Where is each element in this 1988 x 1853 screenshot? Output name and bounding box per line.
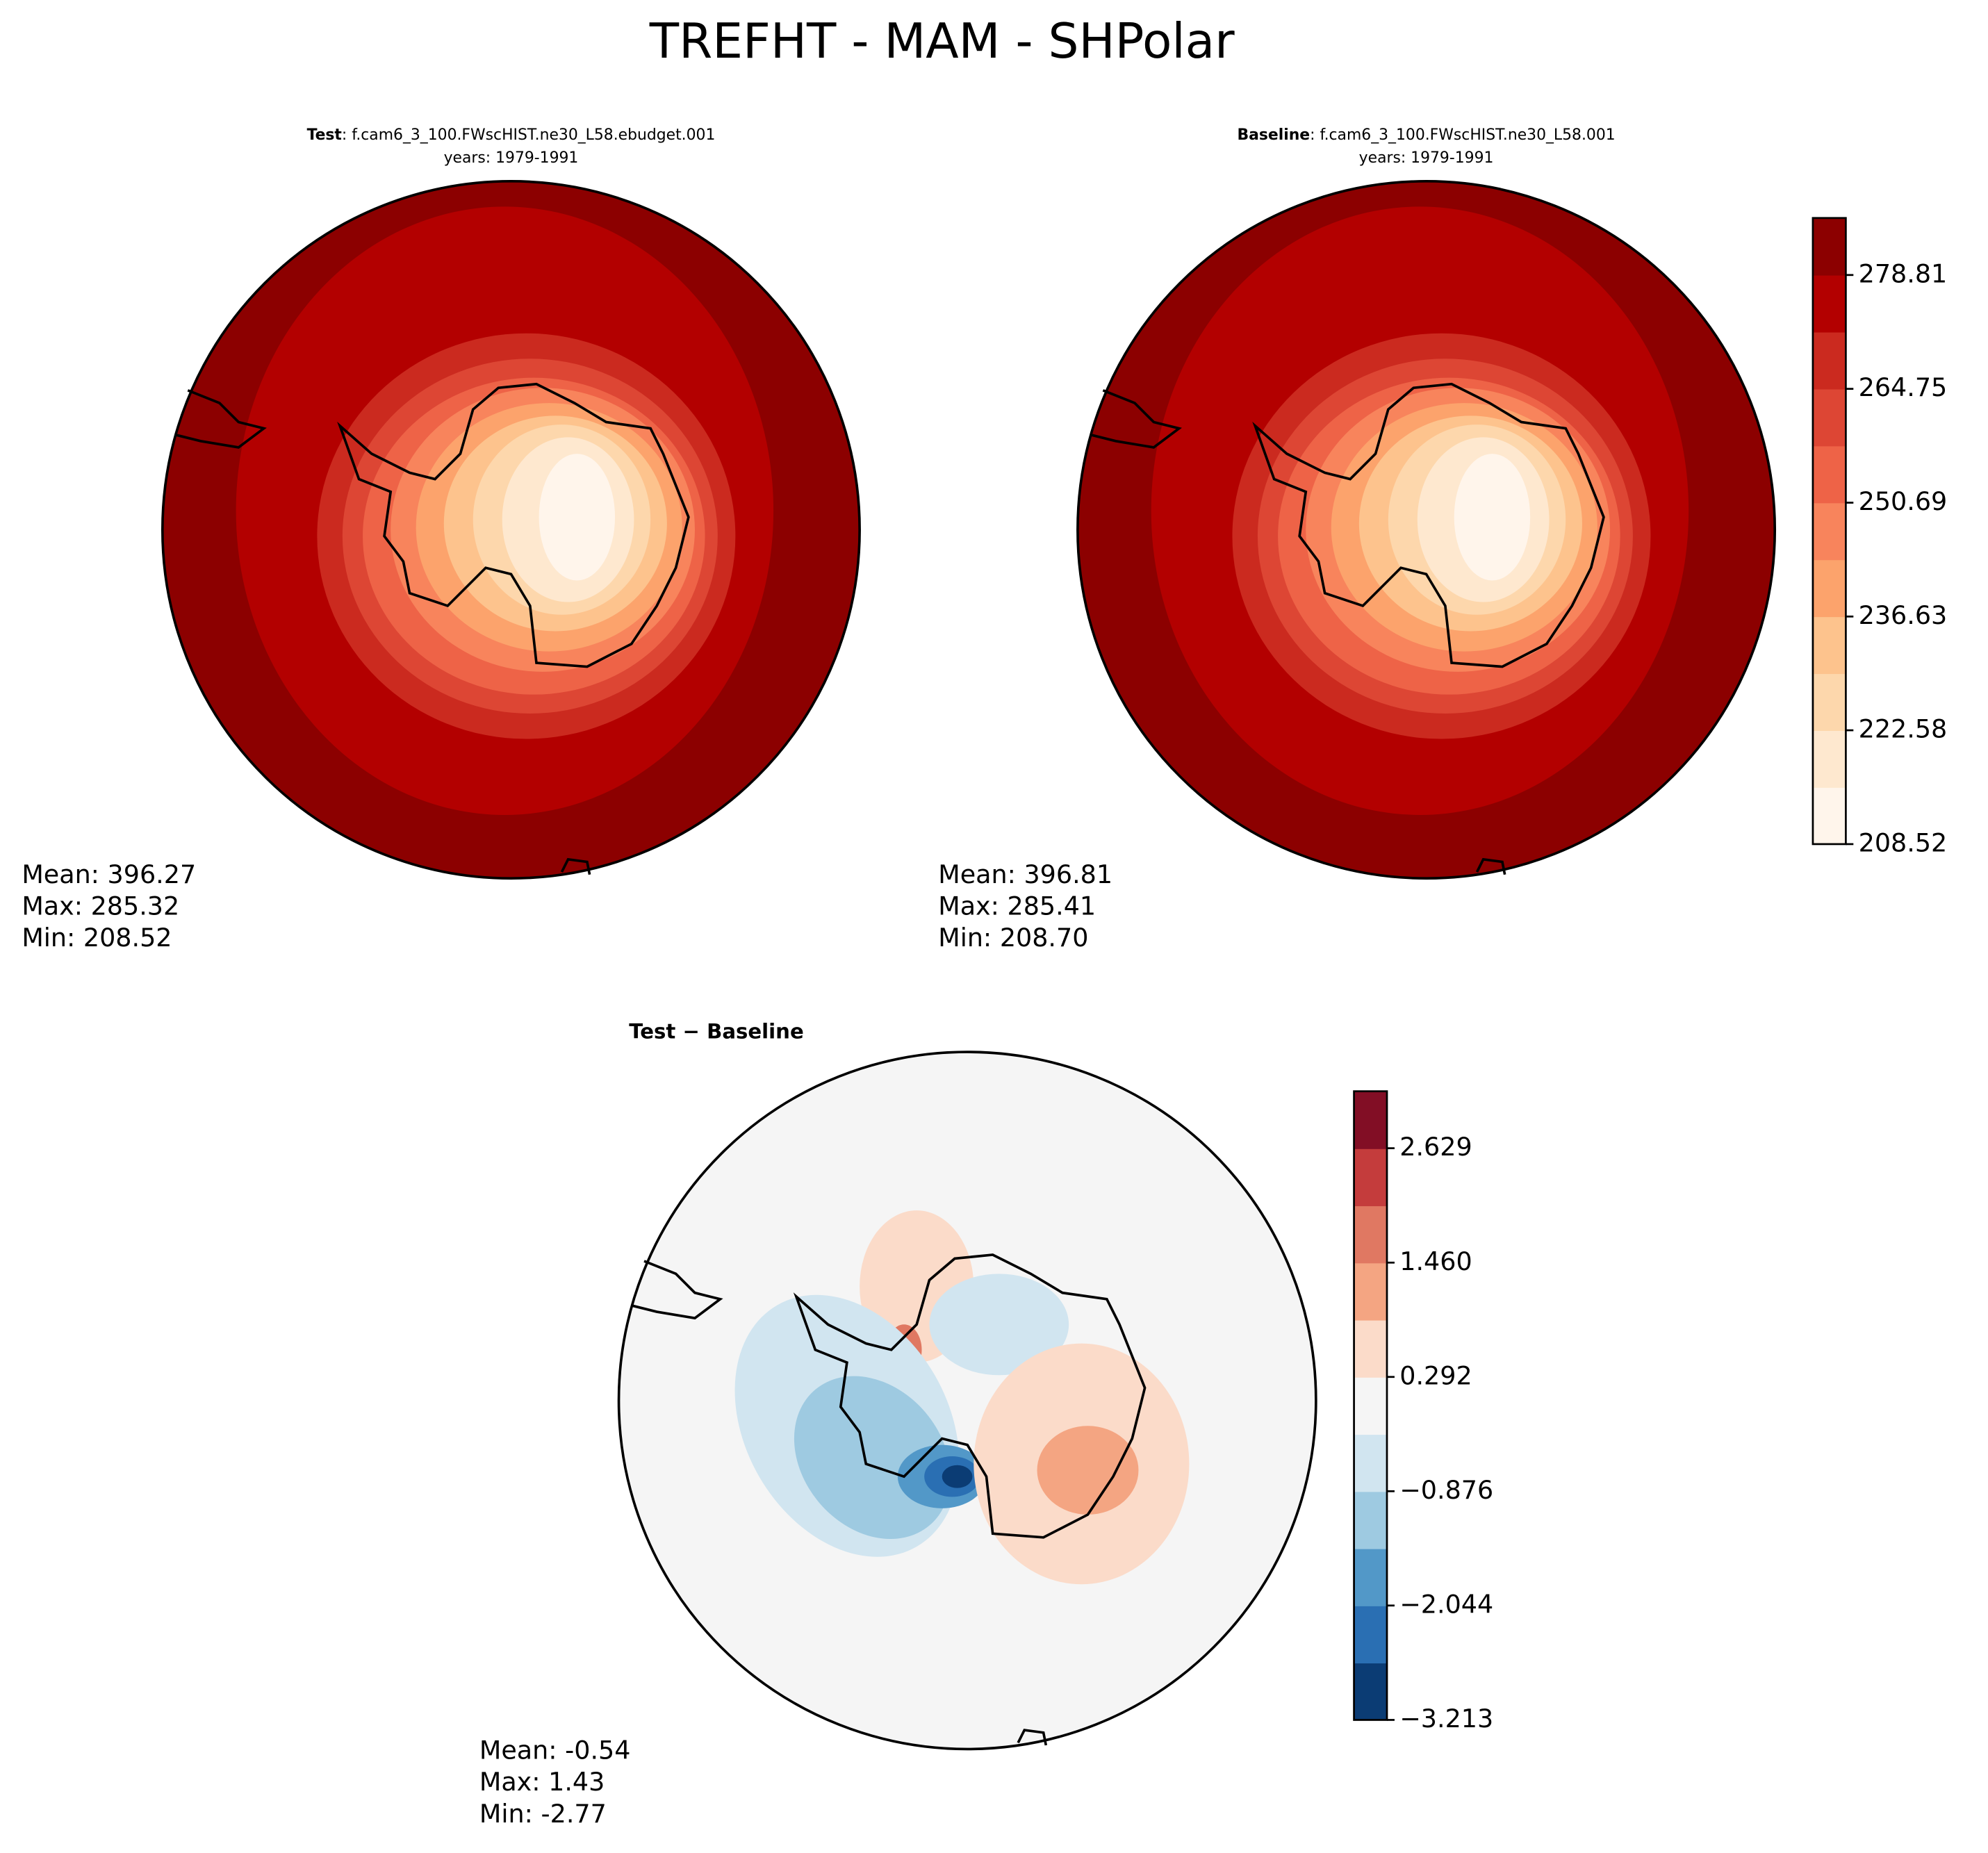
colorbar-tick-label: 1.460 (1399, 1246, 1472, 1276)
colorbar-band (1812, 217, 1846, 276)
colorbar-band (1812, 331, 1846, 390)
map (617, 1051, 1317, 1751)
stat-text: Mean: -0.54 (479, 1736, 631, 1765)
map (163, 181, 860, 878)
stat-text: Min: 208.70 (938, 923, 1088, 953)
colorbar-band (1354, 1491, 1388, 1549)
colorbar-band (1812, 502, 1846, 561)
colorbar-band (1812, 787, 1846, 845)
colorbar-tick-label: 2.629 (1399, 1132, 1472, 1162)
colorbar-band (1354, 1319, 1388, 1378)
stat-text: Max: 285.41 (938, 891, 1096, 921)
colorbar-band (1354, 1548, 1388, 1606)
colorbar-tick-label: −0.876 (1399, 1475, 1493, 1505)
colorbar-band (1354, 1262, 1388, 1321)
map-subtitle: years: 1979-1991 (1359, 149, 1494, 167)
colorbar-band (1812, 274, 1846, 333)
map-title-text: Test − Baseline (629, 1020, 804, 1044)
map-title-case: : f.cam6_3_100.FWscHIST.ne30_L58.ebudget… (342, 126, 715, 144)
map-title-label: Baseline (1237, 126, 1310, 144)
colorbar-band (1812, 673, 1846, 731)
colorbar-tick-label: 264.75 (1859, 372, 1948, 402)
map-title: Baseline: f.cam6_3_100.FWscHIST.ne30_L58… (1237, 126, 1615, 144)
colorbar-tick-label: 250.69 (1859, 486, 1948, 516)
map-title-case: : f.cam6_3_100.FWscHIST.ne30_L58.001 (1310, 126, 1616, 144)
colorbar-tick-label: −3.213 (1399, 1704, 1493, 1733)
map (1078, 181, 1775, 878)
colorbar-band (1354, 1205, 1388, 1264)
colorbar-tick-label: 222.58 (1859, 714, 1948, 744)
colorbar-band (1354, 1091, 1388, 1149)
stat-text: Max: 285.32 (22, 891, 179, 921)
colorbar-tick-label: −2.044 (1399, 1589, 1493, 1619)
colorbar-band (1354, 1148, 1388, 1207)
map-title-label: Test (307, 126, 342, 144)
map-title: Test: f.cam6_3_100.FWscHIST.ne30_L58.ebu… (307, 126, 716, 144)
map-subtitle: years: 1979-1991 (444, 149, 579, 167)
colorbar-band (1812, 388, 1846, 447)
colorbar-tick-label: 278.81 (1859, 258, 1948, 288)
stat-text: Mean: 396.81 (938, 859, 1112, 889)
colorbar-band (1812, 445, 1846, 504)
colorbar-band (1812, 730, 1846, 788)
stat-text: Max: 1.43 (479, 1767, 605, 1797)
colorbar-tick-label: 208.52 (1859, 827, 1948, 857)
map-title: Test − Baseline (629, 1020, 804, 1044)
colorbar-band (1354, 1376, 1388, 1435)
colorbar-band (1812, 616, 1846, 675)
figure-title: TREFHT - MAM - SHPolar (649, 14, 1235, 69)
colorbar-tick-label: 236.63 (1859, 600, 1948, 630)
colorbar-band (1812, 559, 1846, 618)
stat-text: Min: 208.52 (22, 923, 172, 953)
colorbar-band (1354, 1605, 1388, 1664)
colorbar-tick-label: 0.292 (1399, 1360, 1472, 1390)
colorbar-frame (1812, 217, 1847, 846)
stat-text: Min: -2.77 (479, 1799, 607, 1829)
colorbar-frame (1353, 1090, 1388, 1721)
stat-text: Mean: 396.27 (22, 859, 196, 889)
colorbar-band (1354, 1434, 1388, 1492)
colorbar-band (1354, 1663, 1388, 1721)
